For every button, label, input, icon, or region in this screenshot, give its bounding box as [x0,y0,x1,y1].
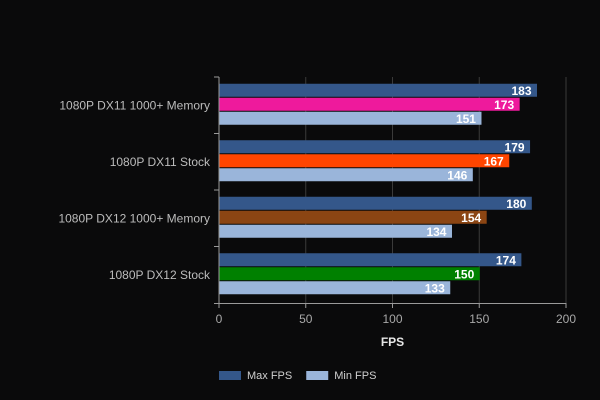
x-tick-label-100: 100 [382,312,402,326]
bars [219,83,538,295]
data-label-1-0: 179 [505,140,525,154]
bar-1-2 [219,168,473,182]
data-label-0-1: 173 [494,98,514,112]
x-axis-title: FPS [381,335,404,349]
bar-3-0 [219,253,522,267]
data-label-3-2: 133 [425,281,445,295]
data-label-3-1: 150 [454,267,474,281]
axes: 0 50 100 150 200 FPS 1080P DX11 1000+ Memory 10… [58,76,576,349]
legend-swatch-1 [306,371,329,380]
category-label-2: 1080P DX12 1000+ Memory [58,211,210,225]
bar-2-2 [219,224,452,238]
data-label-0-0: 183 [511,84,531,98]
x-tick-label-150: 150 [469,312,489,326]
category-label-0: 1080P DX11 1000+ Memory [59,98,210,112]
data-label-1-2: 146 [447,168,467,182]
x-tick-label-200: 200 [556,312,576,326]
data-label-1-1: 167 [484,154,504,168]
data-label-2-2: 134 [426,225,446,239]
category-label-3: 1080P DX12 Stock [109,268,211,282]
x-tick-label-0: 0 [216,312,223,326]
legend: Max FPS Min FPS [219,370,376,382]
bar-0-1 [219,97,520,111]
bar-2-1 [219,210,487,224]
data-label-3-0: 174 [496,253,516,267]
bar-0-0 [219,83,538,97]
bar-2-0 [219,196,532,210]
bar-3-2 [219,281,451,295]
data-label-2-0: 180 [506,197,526,211]
legend-label-1: Min FPS [334,370,376,382]
data-label-0-2: 151 [456,112,476,126]
bar-3-1 [219,267,480,281]
legend-swatch-0 [219,371,241,380]
x-tick-label-50: 50 [299,312,313,326]
bar-1-0 [219,140,531,154]
data-label-2-1: 154 [461,211,481,225]
legend-label-0: Max FPS [247,370,292,382]
category-label-1: 1080P DX11 Stock [110,155,211,169]
bar-1-1 [219,154,510,168]
bar-0-2 [219,111,482,125]
